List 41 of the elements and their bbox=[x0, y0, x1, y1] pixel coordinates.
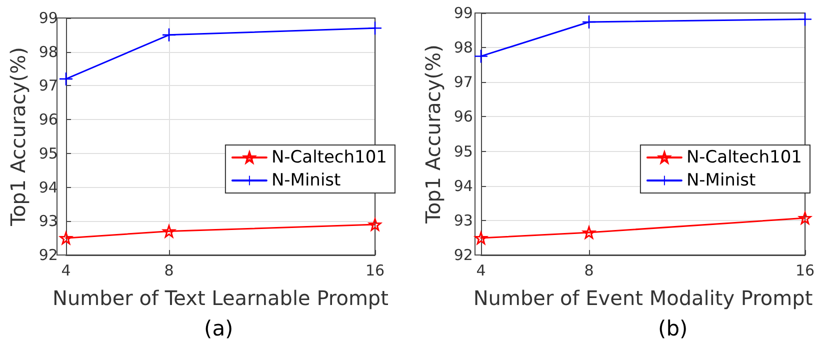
y-axis-title: Top1 Accuracy(%) bbox=[6, 47, 30, 227]
point bbox=[368, 22, 382, 35]
point bbox=[162, 225, 176, 238]
point bbox=[474, 232, 488, 244]
point bbox=[60, 232, 72, 244]
x-tick-label: 16 bbox=[365, 262, 385, 280]
y-axis-title: Top1 Accuracy(%) bbox=[421, 44, 445, 224]
y-tick-label: 94 bbox=[38, 178, 58, 196]
x-tick-label: 4 bbox=[476, 262, 486, 280]
point bbox=[474, 50, 488, 63]
y-tick-label: 95 bbox=[38, 144, 58, 162]
x-tick-label: 4 bbox=[61, 262, 71, 280]
point bbox=[798, 212, 812, 224]
point bbox=[582, 226, 596, 239]
y-tick-label: 98 bbox=[38, 42, 58, 61]
point bbox=[368, 218, 382, 231]
text: (a) bbox=[204, 316, 234, 340]
y-tick-label: 98 bbox=[454, 38, 473, 57]
legend-label: N-Minist bbox=[686, 170, 756, 190]
x-tick-label: 8 bbox=[584, 262, 594, 280]
x-axis-title: Number of Event Modality Prompt bbox=[473, 286, 813, 310]
y-tick-label: 94 bbox=[454, 176, 473, 195]
legend-label: N-Caltech101 bbox=[271, 148, 388, 168]
x-axis-title: Number of Text Learnable Prompt bbox=[52, 286, 389, 310]
y-tick-label: 99 bbox=[454, 4, 473, 22]
y-tick-label: 96 bbox=[38, 110, 58, 129]
y-tick-label: 97 bbox=[38, 76, 58, 95]
legend-label: N-Minist bbox=[271, 170, 342, 190]
x-tick-label: 16 bbox=[795, 262, 815, 280]
text: (b) bbox=[658, 316, 688, 340]
y-tick-label: 93 bbox=[38, 212, 58, 230]
y-tick-label: 95 bbox=[454, 142, 473, 160]
y-tick-label: 93 bbox=[454, 211, 473, 230]
y-tick-label: 96 bbox=[454, 108, 473, 126]
y-tick-label: 92 bbox=[454, 246, 473, 264]
x-tick-label: 8 bbox=[164, 262, 174, 280]
y-tick-label: 97 bbox=[454, 73, 473, 92]
legend-label: N-Caltech101 bbox=[686, 148, 802, 168]
point bbox=[798, 12, 812, 26]
y-tick-label: 92 bbox=[38, 246, 58, 264]
y-tick-label: 99 bbox=[38, 9, 58, 27]
